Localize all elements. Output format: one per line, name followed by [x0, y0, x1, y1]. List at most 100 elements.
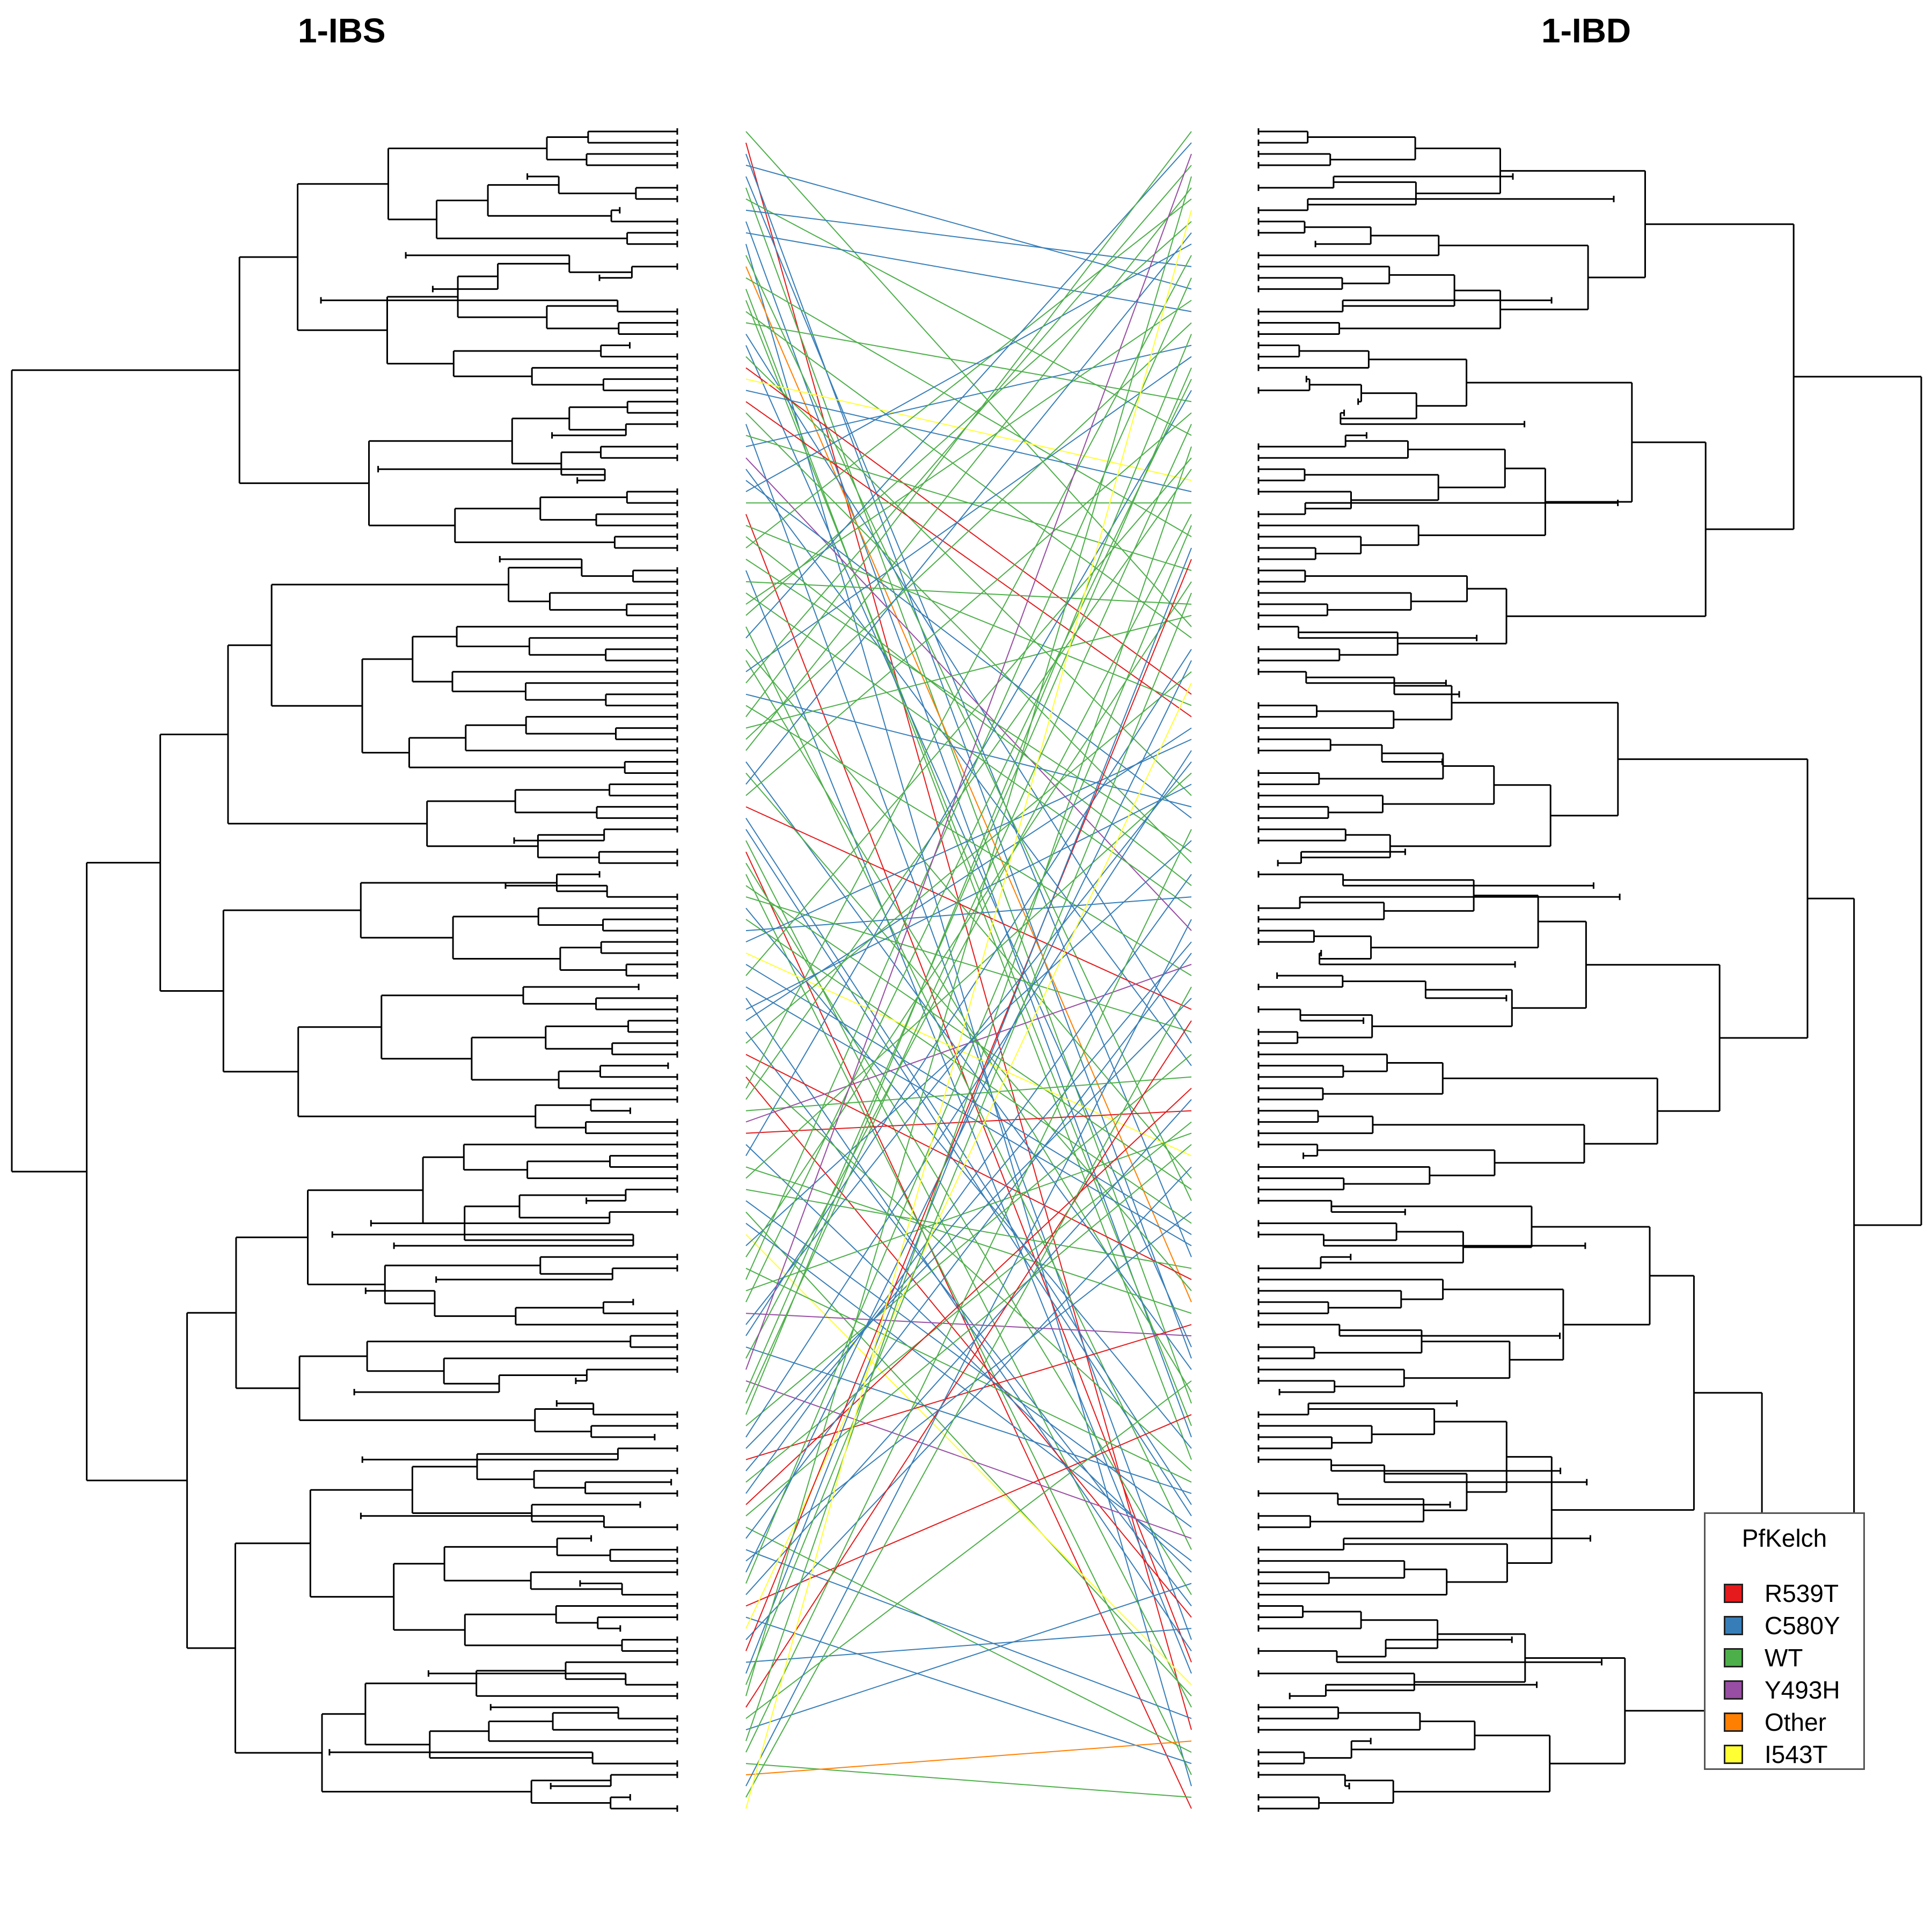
connecting-line — [745, 829, 1192, 1753]
connecting-line — [745, 142, 1192, 639]
connecting-line — [745, 469, 1192, 1100]
connecting-line — [745, 1144, 1192, 1517]
connecting-line — [745, 199, 1192, 548]
legend-item-other: Other — [1724, 1707, 1826, 1737]
connecting-line — [745, 1099, 1192, 1596]
connecting-line — [745, 446, 1192, 1741]
legend-swatch — [1724, 1745, 1743, 1764]
connecting-line — [745, 761, 1192, 1325]
connecting-line — [745, 1166, 1192, 1641]
connecting-line — [745, 1346, 1192, 1494]
connecting-line — [745, 581, 1192, 1257]
connecting-line — [745, 187, 1192, 751]
connecting-line — [745, 131, 1192, 718]
connecting-line — [745, 221, 1192, 616]
connecting-line — [745, 683, 1192, 1629]
legend-label: Other — [1765, 1708, 1827, 1736]
connecting-line — [745, 536, 1192, 886]
connecting-line — [745, 1763, 1192, 1798]
legend-item-i543t: I543T — [1724, 1739, 1828, 1769]
connecting-line — [745, 210, 1192, 1809]
legend-item-y493h: Y493H — [1724, 1675, 1840, 1705]
right-dendrogram — [1257, 128, 1922, 1812]
connecting-line — [745, 153, 1192, 1370]
legend-swatch — [1724, 1680, 1743, 1700]
connecting-line — [745, 626, 1192, 1550]
connecting-line — [745, 908, 1192, 1449]
connecting-line — [745, 345, 1192, 1348]
connecting-line — [745, 817, 1192, 1505]
connecting-line — [745, 919, 1192, 1787]
connecting-line — [745, 457, 1192, 976]
legend-label: I543T — [1765, 1740, 1828, 1768]
connecting-line — [745, 772, 1192, 1291]
connecting-line — [745, 660, 1192, 1573]
connecting-line — [745, 221, 1192, 1438]
connecting-line — [745, 1740, 1192, 1776]
connecting-line — [745, 1526, 1192, 1753]
connecting-line — [745, 693, 1192, 808]
legend-item-r539t: R539T — [1724, 1578, 1839, 1608]
legend-swatch — [1724, 1713, 1743, 1732]
connecting-line — [745, 1628, 1192, 1663]
connecting-line — [745, 671, 1192, 1044]
connecting-line — [745, 1189, 1192, 1269]
connecting-line — [745, 1065, 1192, 1472]
legend-label: Y493H — [1765, 1676, 1840, 1704]
connecting-line — [745, 998, 1192, 1449]
connecting-line — [745, 885, 1192, 1190]
connecting-line — [745, 401, 1192, 718]
connecting-line — [745, 469, 1192, 1066]
connecting-line — [745, 1549, 1192, 1719]
connecting-line — [745, 277, 1192, 1280]
connecting-line — [745, 547, 1192, 1674]
connecting-line — [745, 480, 1192, 819]
connecting-line — [745, 964, 1192, 1235]
connecting-line — [745, 1020, 1192, 1708]
connecting-line — [745, 581, 1192, 605]
legend-item-wt: WT — [1724, 1643, 1803, 1673]
connecting-line — [745, 232, 1192, 312]
connecting-line — [745, 322, 1192, 402]
left-dendrogram — [11, 128, 678, 1812]
connecting-line — [745, 1110, 1192, 1134]
connecting-line — [745, 334, 1192, 1415]
connecting-line — [745, 345, 1192, 448]
connecting-line — [745, 1380, 1192, 1719]
connecting-line — [745, 378, 1192, 1302]
connecting-line — [745, 1031, 1192, 1607]
connecting-line — [745, 1414, 1192, 1607]
connecting-line — [745, 559, 1192, 853]
connecting-line — [745, 423, 1192, 1404]
connecting-line — [745, 390, 1192, 1157]
connecting-line — [745, 198, 1192, 436]
connecting-line — [745, 322, 1192, 740]
connecting-line — [745, 986, 1192, 1798]
connecting-line — [745, 592, 1192, 1685]
connecting-line — [745, 1054, 1192, 1426]
connecting-line — [745, 896, 1192, 1033]
legend-swatch — [1724, 1584, 1743, 1603]
connecting-line — [745, 1144, 1192, 1573]
connecting-line — [745, 1132, 1192, 1292]
connecting-line — [745, 1053, 1192, 1280]
legend-label: R539T — [1765, 1579, 1839, 1607]
connecting-line — [745, 1583, 1192, 1731]
connecting-line — [745, 255, 1192, 1089]
connecting-line — [745, 941, 1192, 1472]
connecting-line — [745, 919, 1192, 1224]
connecting-line — [745, 356, 1192, 796]
connecting-line — [745, 953, 1192, 1539]
connecting-line — [745, 525, 1192, 1584]
connecting-line — [745, 164, 1192, 290]
legend-label: WT — [1765, 1644, 1803, 1672]
legend-swatch — [1724, 1616, 1743, 1635]
connecting-lines — [745, 131, 1192, 1809]
connecting-line — [745, 299, 1192, 605]
left-panel-title: 1-IBS — [298, 11, 386, 50]
connecting-line — [745, 255, 1192, 1201]
connecting-line — [745, 232, 1192, 785]
connecting-line — [745, 1087, 1192, 1505]
connecting-line — [745, 806, 1192, 1010]
